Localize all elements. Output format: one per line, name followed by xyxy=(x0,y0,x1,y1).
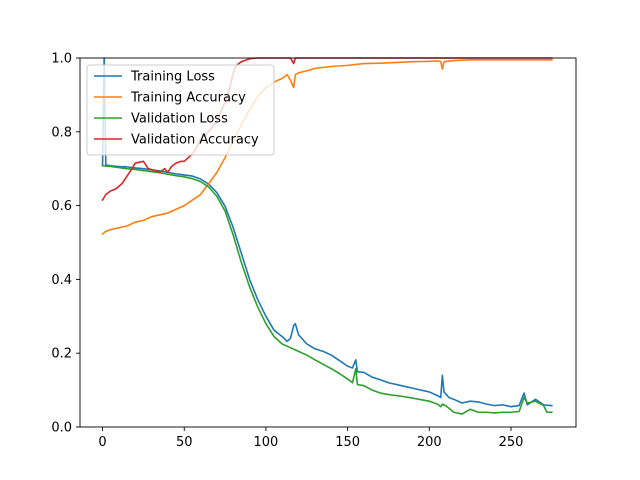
x-tick-label: 100 xyxy=(254,435,279,450)
x-tick-label: 0 xyxy=(98,435,106,450)
series-line-training-accuracy xyxy=(101,59,553,236)
plot-frame xyxy=(79,57,577,428)
x-tick-label: 50 xyxy=(176,435,193,450)
y-tick-label: 0.8 xyxy=(51,125,72,140)
series-line-training-loss xyxy=(101,57,553,408)
y-tick-label: 0.6 xyxy=(51,199,72,214)
series-line-validation-loss xyxy=(101,164,553,415)
y-tick-label: 0.4 xyxy=(51,273,72,288)
y-tick-label: 0.2 xyxy=(51,347,72,362)
legend-label: Validation Loss xyxy=(131,112,228,127)
y-tick-label: 1.0 xyxy=(51,52,72,67)
legend-label: Validation Accuracy xyxy=(131,133,259,148)
legend-label: Training Loss xyxy=(130,70,215,85)
y-tick-label: 0.0 xyxy=(51,421,72,436)
legend-box xyxy=(86,64,275,156)
x-tick-label: 150 xyxy=(335,435,360,450)
legend-label: Training Accuracy xyxy=(130,91,246,106)
x-tick-label: 250 xyxy=(499,435,524,450)
x-tick-label: 200 xyxy=(417,435,442,450)
